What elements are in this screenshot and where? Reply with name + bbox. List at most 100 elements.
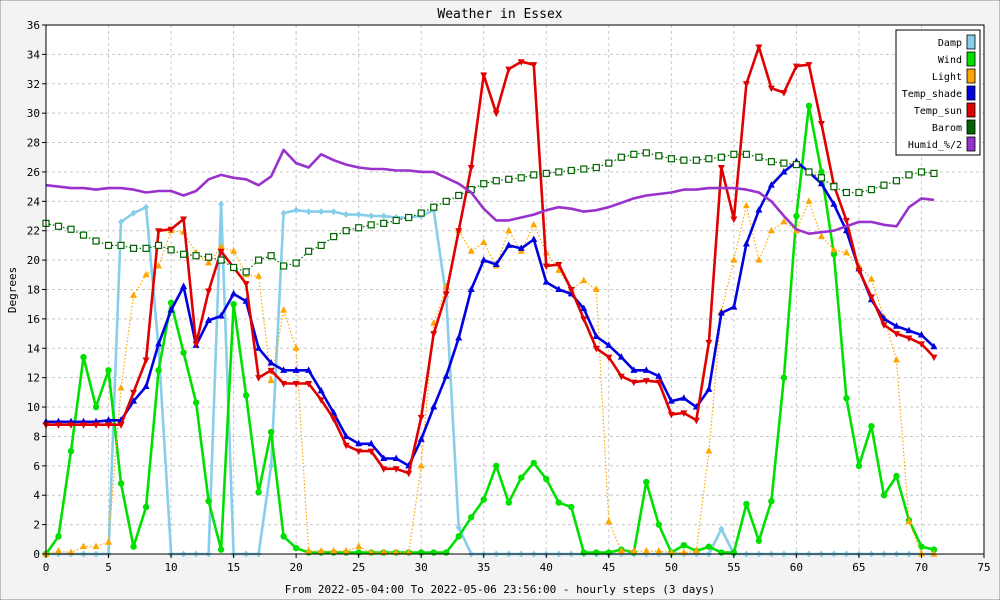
temp-sun-point: [580, 316, 588, 323]
light-point: [155, 261, 163, 269]
wind-point: [793, 212, 800, 220]
legend-box: [895, 29, 981, 156]
barom-point: [417, 209, 425, 217]
temp-sun-point: [617, 373, 625, 381]
temp-sun-point: [917, 341, 925, 348]
light-point: [230, 247, 238, 254]
wind-point: [67, 447, 75, 455]
wind-point: [843, 395, 850, 402]
barom-point: [917, 168, 926, 176]
wind-point: [643, 478, 650, 486]
temp-shade-point: [105, 416, 113, 423]
temp-sun-point: [767, 85, 775, 93]
legend-swatch-barom: [966, 119, 976, 135]
temp-shade-point: [905, 326, 913, 334]
light-point: [142, 270, 150, 278]
wind-point: [568, 503, 575, 511]
light-point: [92, 542, 100, 550]
y-tick-label: 34: [27, 48, 41, 61]
temp-shade-point: [580, 304, 588, 312]
damp-point: [368, 212, 375, 220]
temp-sun-point: [505, 66, 513, 74]
light-point: [355, 542, 363, 550]
light-point: [642, 547, 650, 554]
wind-point: [880, 492, 888, 499]
x-tick-label: 70: [915, 561, 928, 574]
x-tick-label: 60: [790, 561, 803, 574]
temp-shade-point: [817, 179, 825, 187]
y-tick-label: 0: [33, 548, 40, 561]
light-point: [755, 256, 763, 263]
light-point: [817, 232, 825, 240]
legend-label-light: Light: [932, 72, 962, 83]
wind-point: [242, 392, 250, 399]
light-point: [867, 275, 875, 282]
wind-point: [480, 496, 487, 503]
damp-point: [218, 200, 225, 208]
temp-sun-point: [530, 62, 538, 69]
temp-shade-point: [592, 332, 600, 340]
barom-point: [355, 224, 363, 232]
temp-shade-point: [780, 167, 788, 175]
temp-shade-point: [717, 309, 725, 316]
temp-shade-point: [230, 289, 238, 297]
y-tick-label: 36: [27, 19, 40, 32]
temp-shade-point: [417, 435, 425, 442]
damp-point: [380, 212, 387, 220]
y-axis-label: Degrees: [6, 267, 19, 313]
temp-sun-point: [280, 381, 288, 388]
light-point: [555, 266, 563, 273]
temp-shade-point: [492, 260, 500, 268]
legend-swatch-wind: [966, 51, 976, 67]
temp-shade-point: [317, 386, 325, 394]
temp-shade-point: [767, 181, 775, 188]
x-tick-label: 30: [415, 561, 428, 574]
temp-sun-point: [630, 379, 638, 387]
damp-point: [355, 211, 362, 219]
barom-point: [542, 169, 550, 178]
damp-point: [343, 211, 350, 219]
wind-point: [468, 514, 475, 521]
temp-sun-point: [692, 417, 700, 425]
temp-sun-point: [517, 59, 525, 66]
temp-shade-point: [305, 366, 313, 373]
barom-point: [280, 262, 288, 270]
barom-point: [154, 241, 163, 250]
damp-point: [130, 209, 137, 217]
wind-point: [755, 537, 763, 544]
barom-point: [255, 256, 263, 264]
temp-sun-point: [155, 228, 163, 235]
barom-point: [730, 150, 738, 158]
temp-shade-point: [505, 241, 513, 248]
light-point: [205, 259, 213, 266]
temp-sun-point: [205, 288, 213, 295]
barom-point: [930, 169, 938, 178]
temp-sun-point: [780, 90, 788, 97]
temp-sun-point: [730, 216, 738, 223]
temp-shade-point: [730, 303, 738, 310]
x-tick-label: 55: [727, 561, 740, 574]
temp-sun-point: [342, 442, 350, 450]
temp-shade-point: [380, 454, 388, 461]
temp-sun-point: [667, 411, 675, 419]
y-tick-label: 10: [27, 401, 40, 414]
wind-point: [855, 462, 863, 470]
y-tick-label: 30: [27, 107, 40, 120]
temp-sun-point: [655, 379, 663, 387]
wind-point: [430, 549, 437, 556]
temp-sun-line: [46, 45, 935, 475]
temp-sun-point: [405, 470, 413, 478]
barom-point: [530, 171, 538, 179]
wind-point: [205, 497, 212, 505]
damp-point: [268, 462, 275, 470]
temp-sun-point: [242, 281, 250, 288]
temp-sun-point: [455, 228, 463, 235]
barom-point: [605, 159, 613, 167]
light-point: [117, 383, 125, 391]
barom-point: [755, 153, 763, 161]
barom-point: [692, 156, 700, 164]
temp-sun-point: [542, 263, 550, 270]
light-point: [580, 276, 588, 284]
light-point: [592, 285, 600, 292]
wind-point: [930, 546, 938, 553]
